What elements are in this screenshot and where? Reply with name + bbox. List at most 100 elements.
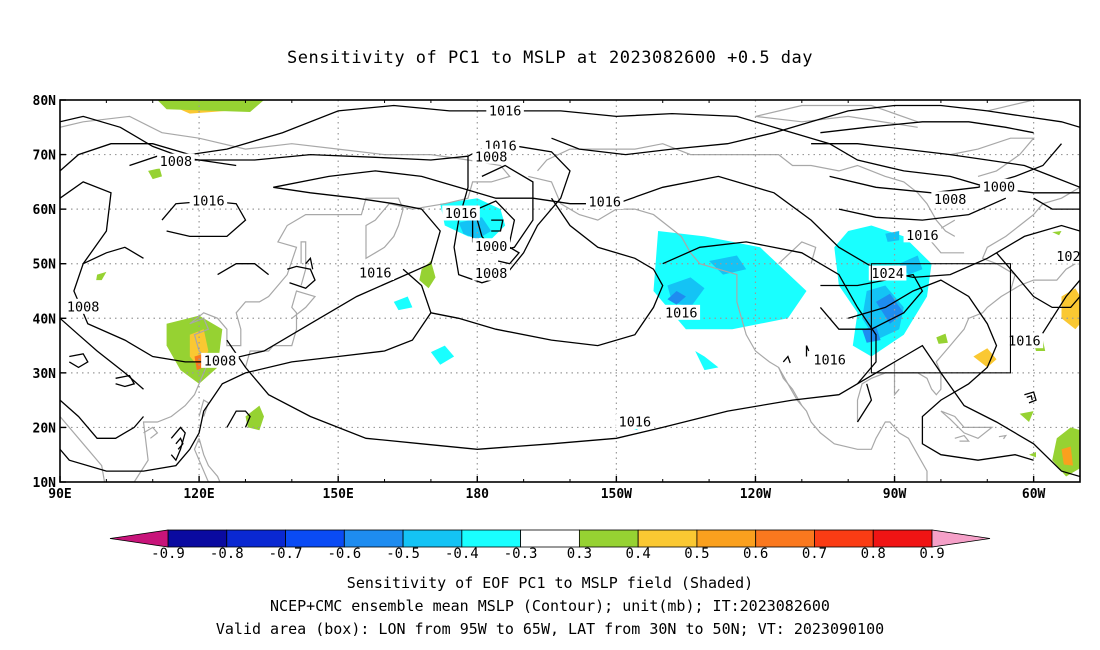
colorbar-bin bbox=[520, 529, 580, 548]
contour-label-bg bbox=[201, 352, 239, 368]
mslp-contour bbox=[68, 353, 89, 369]
contour-label-text: 1016 bbox=[192, 193, 225, 209]
sensitivity-patch bbox=[695, 351, 719, 371]
colorbar-bin bbox=[343, 529, 404, 548]
lon-label: 120E bbox=[183, 487, 214, 502]
colorbar-bin bbox=[578, 529, 639, 548]
lat-label: 30N bbox=[33, 367, 57, 382]
colorbar-bin bbox=[402, 529, 463, 548]
sensitivity-patch bbox=[419, 261, 436, 289]
contour-label-text: 1008 bbox=[475, 149, 508, 165]
contour-label-1016: 1016 bbox=[810, 351, 849, 368]
contour-label-text: 1008 bbox=[934, 192, 967, 208]
mslp-contour bbox=[829, 143, 1062, 194]
contour-label-text: 1016 bbox=[445, 206, 478, 222]
colorbar-bin bbox=[814, 529, 874, 548]
coastline bbox=[143, 426, 159, 439]
coastline bbox=[193, 438, 221, 482]
contour-label-1016: 1016 bbox=[585, 194, 624, 211]
contour-label-1008: 1008 bbox=[931, 191, 969, 208]
contour-label-text: 1000 bbox=[475, 239, 508, 255]
mslp-contours bbox=[60, 104, 1080, 478]
coastline bbox=[987, 100, 1039, 112]
coastline bbox=[954, 434, 970, 442]
contour-label-text: 1024 bbox=[871, 266, 904, 282]
coastline bbox=[60, 115, 511, 482]
sensitivity-patch bbox=[936, 333, 948, 344]
contour-label-text: 1016 bbox=[665, 305, 698, 321]
mslp-contour bbox=[1033, 197, 1080, 210]
mslp-contour bbox=[60, 399, 144, 439]
contour-label-1024: 1024 bbox=[868, 265, 907, 282]
mslp-contour bbox=[1037, 279, 1080, 341]
mslp-contour bbox=[60, 268, 432, 472]
coastline bbox=[755, 104, 918, 128]
sensitivity-patch bbox=[1029, 452, 1036, 458]
contour-label-1016: 1016 bbox=[442, 205, 480, 222]
colorbar-tick-label: -0.8 bbox=[210, 546, 244, 562]
colorbar-tick-label: 0.9 bbox=[919, 546, 944, 562]
colorbar-tick-label: -0.4 bbox=[445, 546, 479, 562]
sensitivity-patch bbox=[885, 231, 900, 242]
colorbar-tick-label: 0.7 bbox=[802, 546, 827, 562]
sensitivity-patch bbox=[667, 291, 686, 305]
coastline bbox=[198, 399, 210, 417]
sensitivity-patch bbox=[157, 100, 264, 112]
contour-label-bg bbox=[472, 238, 510, 254]
mslp-contour bbox=[782, 355, 791, 364]
sensitivity-patch bbox=[148, 168, 162, 180]
contour-labels: 1016 1016 1008 1008 1016 1016 1016 1000 1008 1016… bbox=[64, 102, 1084, 430]
coastline bbox=[950, 137, 1035, 177]
mslp-contour bbox=[1024, 391, 1037, 404]
colorbar-tick-label: -0.6 bbox=[327, 546, 361, 562]
lon-label: 120W bbox=[740, 487, 771, 502]
lon-label: 150E bbox=[323, 487, 354, 502]
sensitivity-patch bbox=[973, 348, 997, 368]
caption-contour: NCEP+CMC ensemble mean MSLP (Contour); u… bbox=[270, 597, 830, 615]
sensitivity-patch bbox=[430, 345, 455, 365]
contour-label-text: 1016 bbox=[589, 195, 622, 211]
coastline bbox=[528, 175, 928, 482]
contour-label-1008: 1008 bbox=[157, 153, 195, 170]
lat-label: 60N bbox=[33, 203, 57, 218]
contour-label-text: 1016 bbox=[619, 414, 652, 430]
contour-label-bg bbox=[1005, 333, 1044, 349]
mslp-contour bbox=[115, 374, 136, 388]
contour-label-bg bbox=[810, 351, 849, 367]
colorbar: -0.9 -0.8 -0.7 -0.6 -0.5 -0.4 -0.3 0.3 0.4 0.5 0.6… bbox=[109, 529, 991, 562]
coastline bbox=[244, 290, 317, 368]
contour-label-bg bbox=[1053, 248, 1084, 264]
mslp-contour bbox=[170, 426, 186, 462]
contour-label-bg bbox=[189, 192, 228, 208]
contour-label-bg bbox=[616, 413, 654, 429]
caption-shading: Sensitivity of EOF PC1 to MSLP field (Sh… bbox=[346, 574, 754, 592]
mslp-contour bbox=[996, 252, 1080, 309]
colorbar-tick-label: -0.7 bbox=[269, 546, 303, 562]
contour-label-text: 1008 bbox=[160, 154, 193, 170]
caption-valid-area: Valid area (box): LON from 95W to 65W, L… bbox=[215, 620, 885, 638]
lat-label: 20N bbox=[33, 421, 57, 436]
colorbar-tick-label: 0.4 bbox=[626, 546, 651, 562]
mslp-contour bbox=[60, 181, 432, 363]
contour-label-1016: 1016 bbox=[616, 413, 654, 430]
coastline bbox=[893, 361, 900, 397]
coastlines bbox=[60, 100, 1080, 482]
mslp-contour bbox=[175, 437, 184, 450]
colorbar-bin bbox=[285, 529, 345, 548]
mslp-contour bbox=[491, 219, 504, 232]
lon-label: 150W bbox=[601, 487, 632, 502]
coastline bbox=[537, 143, 956, 237]
mslp-contour bbox=[838, 197, 1007, 221]
mslp-contour bbox=[217, 263, 270, 276]
contour-label-1016: 1016 bbox=[662, 304, 701, 321]
contour-label-bg bbox=[585, 194, 624, 210]
sensitivity-patch bbox=[1061, 446, 1073, 466]
contour-label-bg bbox=[472, 265, 510, 281]
mslp-contour bbox=[60, 104, 1080, 194]
contour-label-1008: 1008 bbox=[472, 148, 510, 165]
contour-label-bg bbox=[868, 265, 907, 281]
coastline bbox=[300, 241, 307, 286]
mslp-contour bbox=[226, 410, 251, 428]
contour-label-1008: 1008 bbox=[201, 352, 239, 369]
